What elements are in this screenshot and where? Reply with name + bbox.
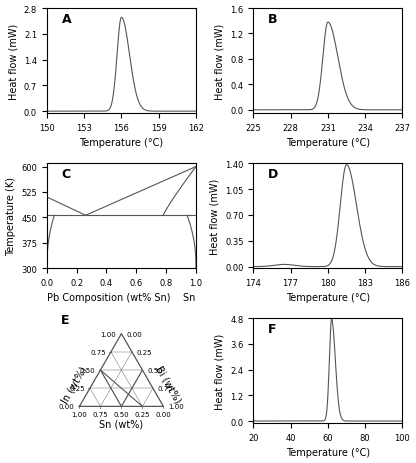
Y-axis label: Heat flow (mW): Heat flow (mW)	[8, 23, 18, 100]
Text: 0.75: 0.75	[158, 385, 173, 391]
Y-axis label: Heat flow (mW): Heat flow (mW)	[210, 178, 220, 254]
Text: C: C	[62, 168, 71, 181]
X-axis label: Pb Composition (wt% Sn)    Sn: Pb Composition (wt% Sn) Sn	[47, 293, 196, 303]
Text: 0.50: 0.50	[114, 412, 129, 418]
Y-axis label: Heat flow (mW): Heat flow (mW)	[215, 23, 225, 100]
Text: In (wt%): In (wt%)	[60, 364, 89, 404]
Text: Sn (wt%): Sn (wt%)	[99, 418, 144, 428]
Text: 0.00: 0.00	[156, 412, 171, 418]
Text: 0.50: 0.50	[147, 367, 163, 373]
Text: 0.25: 0.25	[137, 349, 152, 355]
Text: 0.00: 0.00	[126, 331, 142, 337]
Text: 1.00: 1.00	[168, 403, 184, 409]
Text: 0.75: 0.75	[90, 349, 106, 355]
Text: Bi (wt%): Bi (wt%)	[154, 364, 183, 405]
Text: A: A	[62, 13, 72, 25]
Text: 0.50: 0.50	[80, 367, 95, 373]
X-axis label: Temperature (°C): Temperature (°C)	[286, 138, 370, 148]
Text: 0.75: 0.75	[93, 412, 108, 418]
X-axis label: Temperature (°C): Temperature (°C)	[79, 138, 163, 148]
Y-axis label: Temperature (K): Temperature (K)	[5, 177, 15, 256]
Text: E: E	[61, 314, 69, 327]
X-axis label: Temperature (°C): Temperature (°C)	[286, 293, 370, 303]
Text: B: B	[268, 13, 278, 25]
Text: 0.25: 0.25	[135, 412, 150, 418]
Text: D: D	[268, 168, 278, 181]
Y-axis label: Heat flow (mW): Heat flow (mW)	[215, 333, 225, 409]
Text: 0.25: 0.25	[69, 385, 85, 391]
Text: 1.00: 1.00	[72, 412, 87, 418]
Text: 0.00: 0.00	[59, 403, 74, 409]
Text: 1.00: 1.00	[101, 331, 116, 337]
X-axis label: Temperature (°C): Temperature (°C)	[286, 447, 370, 457]
Text: F: F	[268, 322, 277, 335]
